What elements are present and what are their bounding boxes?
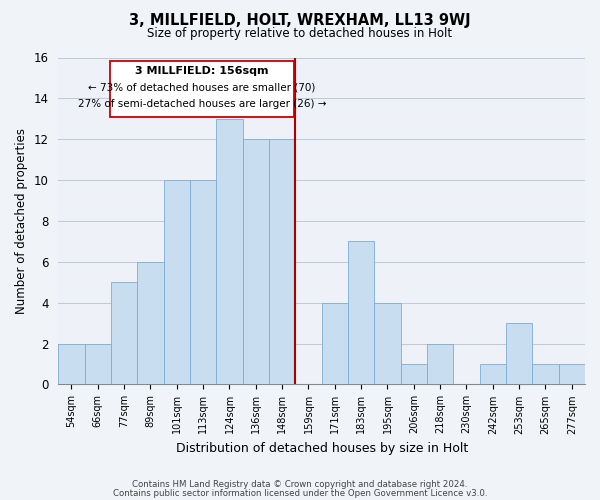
FancyBboxPatch shape (110, 60, 294, 117)
Text: Size of property relative to detached houses in Holt: Size of property relative to detached ho… (148, 28, 452, 40)
Bar (190, 180, 216, 384)
Bar (137, 262, 164, 384)
Text: Contains HM Land Registry data © Crown copyright and database right 2024.: Contains HM Land Registry data © Crown c… (132, 480, 468, 489)
Bar (58, 344, 85, 384)
Bar (242, 139, 269, 384)
Text: 3 MILLFIELD: 156sqm: 3 MILLFIELD: 156sqm (135, 66, 269, 76)
Bar (164, 180, 190, 384)
Bar (401, 364, 427, 384)
Bar (111, 282, 137, 384)
Bar (559, 364, 585, 384)
Bar (269, 139, 295, 384)
X-axis label: Distribution of detached houses by size in Holt: Distribution of detached houses by size … (176, 442, 468, 455)
Text: 27% of semi-detached houses are larger (26) →: 27% of semi-detached houses are larger (… (77, 100, 326, 110)
Bar (322, 302, 348, 384)
Bar (427, 344, 454, 384)
Bar (374, 302, 401, 384)
Bar (532, 364, 559, 384)
Text: Contains public sector information licensed under the Open Government Licence v3: Contains public sector information licen… (113, 489, 487, 498)
Bar (506, 323, 532, 384)
Bar (85, 344, 111, 384)
Bar (348, 242, 374, 384)
Y-axis label: Number of detached properties: Number of detached properties (15, 128, 28, 314)
Text: 3, MILLFIELD, HOLT, WREXHAM, LL13 9WJ: 3, MILLFIELD, HOLT, WREXHAM, LL13 9WJ (129, 12, 471, 28)
Bar (479, 364, 506, 384)
Text: ← 73% of detached houses are smaller (70): ← 73% of detached houses are smaller (70… (88, 82, 316, 92)
Bar (216, 119, 242, 384)
